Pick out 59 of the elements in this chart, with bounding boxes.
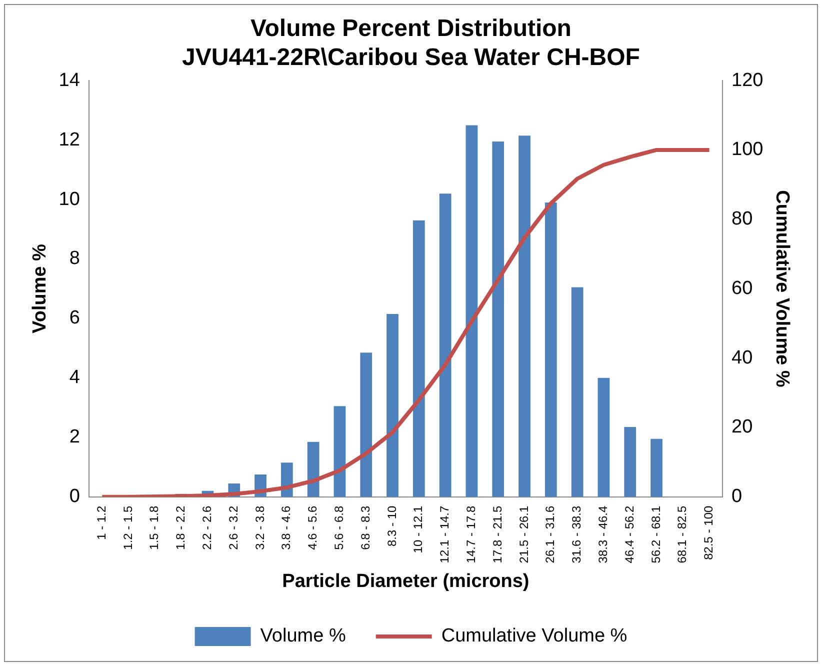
y2-tick-label: 20 xyxy=(732,416,753,438)
bar xyxy=(598,378,610,497)
x-tick-label: 82.5 - 100 xyxy=(702,506,716,560)
x-tick-label: 8.3 - 10 xyxy=(384,506,399,547)
x-tick-label: 2.6 - 3.2 xyxy=(226,506,240,550)
y2-tick-label: 120 xyxy=(732,70,764,91)
bar xyxy=(439,194,452,497)
x-tick-label: 10 - 12.1 xyxy=(411,506,426,554)
x-axis-title: Particle Diameter (microns) xyxy=(282,570,530,592)
x-tick-label: 68.1 - 82.5 xyxy=(675,506,690,564)
y-tick-label: 6 xyxy=(69,308,80,329)
y-tick-label: 2 xyxy=(69,426,80,448)
x-tick-label: 3.8 - 4.6 xyxy=(279,506,294,550)
x-tick-label: 56.2 - 68.1 xyxy=(648,506,663,564)
x-tick-label: 21.5 - 26.1 xyxy=(516,506,531,564)
chart-title: Volume Percent Distribution JVU441-22R\Caribou Sea Water CH-BOF xyxy=(182,15,640,71)
bar xyxy=(544,202,557,497)
x-tick-label: 1 - 1.2 xyxy=(94,506,108,540)
bar xyxy=(360,352,372,497)
y-tick-label: 10 xyxy=(58,188,80,210)
x-tick-label: 38.3 - 46.4 xyxy=(596,506,610,564)
y2-axis-title: Cumulative Volume % xyxy=(771,190,792,388)
legend-label: Cumulative Volume % xyxy=(441,626,628,647)
x-tick-label: 6.8 - 8.3 xyxy=(358,506,372,550)
y-tick-label: 14 xyxy=(58,70,80,91)
bar xyxy=(650,438,662,497)
bar xyxy=(307,442,320,497)
x-tick-label: 1.8 - 2.2 xyxy=(174,506,188,550)
x-tick-label: 1.2 - 1.5 xyxy=(120,506,135,550)
x-tick-label: 5.6 - 6.8 xyxy=(332,506,346,550)
x-tick-label: 46.4 - 56.2 xyxy=(622,506,636,564)
y2-tick-label: 40 xyxy=(732,347,753,368)
bar xyxy=(571,287,584,497)
y-axis-title: Volume % xyxy=(30,244,51,334)
bar xyxy=(412,220,425,497)
x-tick-label: 2.2 - 2.6 xyxy=(200,506,214,550)
y-tick-label: 0 xyxy=(69,486,80,508)
y-tick-label: 12 xyxy=(58,129,80,150)
bar xyxy=(624,426,636,497)
x-tick-label: 3.2 - 3.8 xyxy=(252,506,267,550)
y2-tick-label: 80 xyxy=(732,208,753,230)
y2-tick-label: 100 xyxy=(732,139,764,160)
bar xyxy=(334,406,346,497)
y2-tick-label: 60 xyxy=(732,278,753,299)
bar xyxy=(518,136,530,497)
y-tick-label: 8 xyxy=(69,248,80,270)
bar xyxy=(466,125,478,497)
legend-label: Volume % xyxy=(260,626,346,647)
x-tick-label: 26.1 - 31.6 xyxy=(543,506,558,564)
x-tick-label: 14.7 - 17.8 xyxy=(464,506,478,564)
x-tick-label: 4.6 - 5.6 xyxy=(306,506,320,550)
x-tick-label: 31.6 - 38.3 xyxy=(570,506,584,564)
y2-tick-label: 0 xyxy=(732,486,742,508)
x-tick-label: 1.5 - 1.8 xyxy=(147,506,162,550)
y-tick-label: 4 xyxy=(69,367,80,388)
x-tick-label: 17.8 - 21.5 xyxy=(490,506,504,564)
bar xyxy=(492,142,504,497)
x-tick-label: 12.1 - 14.7 xyxy=(438,506,452,564)
bar xyxy=(386,314,398,497)
